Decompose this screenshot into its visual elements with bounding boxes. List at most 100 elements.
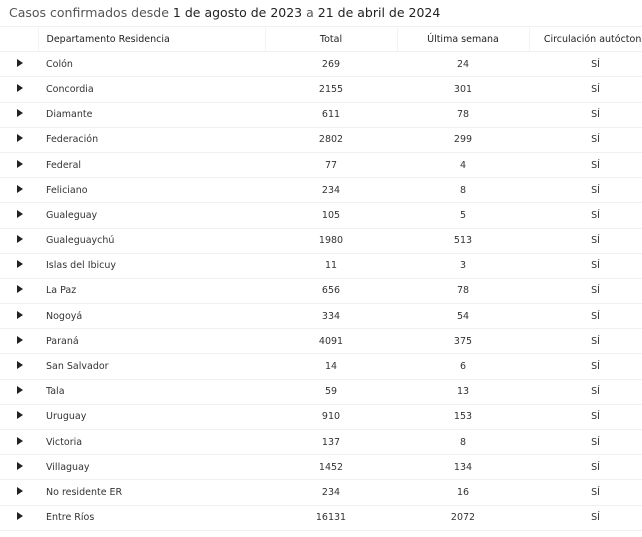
table-cell: 78 [397, 102, 529, 128]
table-row: Federal 77 4 SÍ [0, 152, 642, 179]
table-cell: 16 [397, 479, 529, 506]
table-cell: 513 [397, 228, 529, 254]
expand-cell [0, 152, 38, 179]
expand-arrow[interactable] [17, 260, 23, 269]
table-cell: 5 [397, 202, 529, 229]
expand-arrow[interactable] [17, 310, 23, 319]
expand-arrow[interactable] [17, 159, 23, 168]
expand-arrow[interactable] [17, 83, 23, 92]
expand-arrow[interactable] [17, 58, 23, 67]
table-cell: 269 [265, 51, 397, 78]
table-cell: 24 [397, 51, 529, 78]
table-cell: 137 [265, 429, 397, 456]
table-cell: Paraná [38, 328, 265, 355]
table-cell: SÍ [529, 127, 642, 153]
expand-arrow[interactable] [17, 134, 23, 143]
table-cell: 301 [397, 76, 529, 103]
table-cell: SÍ [529, 51, 642, 78]
table-cell: SÍ [529, 152, 642, 179]
expand-cell [0, 51, 38, 78]
table-cell: Concordia [38, 76, 265, 103]
table-row: No residente ER 234 16 SÍ [0, 479, 642, 506]
table-cell: SÍ [529, 278, 642, 305]
expand-arrow[interactable] [17, 436, 23, 445]
expand-arrow[interactable] [17, 209, 23, 218]
expand-cell [0, 303, 38, 330]
table-row: Villaguay 1452 134 SÍ [0, 454, 642, 481]
table-cell: Colón [38, 51, 265, 78]
table-cell: Federal [38, 152, 265, 179]
table-row: Gualeguay 105 5 SÍ [0, 202, 642, 229]
title-text: a [306, 5, 314, 20]
table-row: Nogoyá 334 54 SÍ [0, 303, 642, 330]
expand-cell [0, 76, 38, 103]
table-cell: Victoria [38, 429, 265, 456]
title-date: 21 de abril de 2024 [317, 5, 441, 20]
column-header[interactable]: Departamento Residencia [38, 25, 266, 53]
expand-arrow[interactable] [17, 184, 23, 193]
table-cell: 375 [397, 328, 529, 355]
table-cell: 611 [265, 102, 397, 128]
expand-arrow[interactable] [17, 109, 23, 118]
expand-cell [0, 253, 38, 279]
column-header[interactable]: Circulación autóctona [529, 25, 642, 53]
table-row: La Paz 656 78 SÍ [0, 278, 642, 305]
expand-arrow[interactable] [17, 285, 23, 294]
expand-arrow[interactable] [17, 386, 23, 395]
table-row: Uruguay 910 153 SÍ [0, 404, 642, 431]
expand-cell [0, 202, 38, 229]
table-cell: 234 [265, 479, 397, 506]
expand-arrow[interactable] [17, 361, 23, 370]
expand-arrow[interactable] [17, 235, 23, 244]
table-row: Federación 2802 299 SÍ [0, 127, 642, 153]
title-date: 1 de agosto de 2023 [172, 5, 303, 20]
expand-arrow[interactable] [17, 411, 23, 420]
table-cell: 2155 [265, 76, 397, 103]
expand-arrow[interactable] [17, 486, 23, 495]
table-cell: Islas del Ibicuy [38, 253, 265, 279]
expand-arrow[interactable] [17, 335, 23, 344]
table-cell: SÍ [529, 404, 642, 431]
expand-cell [0, 228, 38, 254]
table-row: Entre Ríos 16131 2072 SÍ [0, 505, 642, 531]
table-cell: 910 [265, 404, 397, 431]
table-cell: La Paz [38, 278, 265, 305]
table-cell: 4091 [265, 328, 397, 355]
table-cell: 11 [265, 253, 397, 279]
table-cell: SÍ [529, 102, 642, 128]
expand-cell [0, 379, 38, 405]
table-cell: SÍ [529, 228, 642, 254]
table-cell: 77 [265, 152, 397, 179]
table-cell: 78 [397, 278, 529, 305]
table-row: Colón 269 24 SÍ [0, 51, 642, 78]
header-row: Departamento Residencia Total Última seman… [0, 25, 642, 53]
column-header[interactable]: Total [265, 25, 398, 53]
table-cell: 656 [265, 278, 397, 305]
table-cell: 6 [397, 353, 529, 380]
table-row: Concordia 2155 301 SÍ [0, 76, 642, 103]
table-cell: Federación [38, 127, 265, 153]
table-cell: 59 [265, 379, 397, 405]
table-cell: 4 [397, 152, 529, 179]
table-cell: 3 [397, 253, 529, 279]
table-cell: SÍ [529, 177, 642, 204]
table-cell: SÍ [529, 202, 642, 229]
table-cell: SÍ [529, 353, 642, 380]
table-cell: No residente ER [38, 479, 265, 506]
table-cell: 105 [265, 202, 397, 229]
table-cell: Feliciano [38, 177, 265, 204]
table-cell: Gualeguay [38, 202, 265, 229]
expand-cell [0, 177, 38, 204]
table-cell: SÍ [529, 454, 642, 481]
expand-arrow[interactable] [17, 512, 23, 521]
table-cell: 54 [397, 303, 529, 330]
table-row: Islas del Ibicuy 11 3 SÍ [0, 253, 642, 279]
expand-cell [0, 429, 38, 456]
column-header[interactable]: Última semana [397, 25, 530, 53]
table-cell: 1452 [265, 454, 397, 481]
table-cell: 153 [397, 404, 529, 431]
table-cell: 2802 [265, 127, 397, 153]
table-row: Gualeguaychú 1980 513 SÍ [0, 228, 642, 254]
expand-arrow[interactable] [17, 461, 23, 470]
expand-cell [0, 353, 38, 380]
